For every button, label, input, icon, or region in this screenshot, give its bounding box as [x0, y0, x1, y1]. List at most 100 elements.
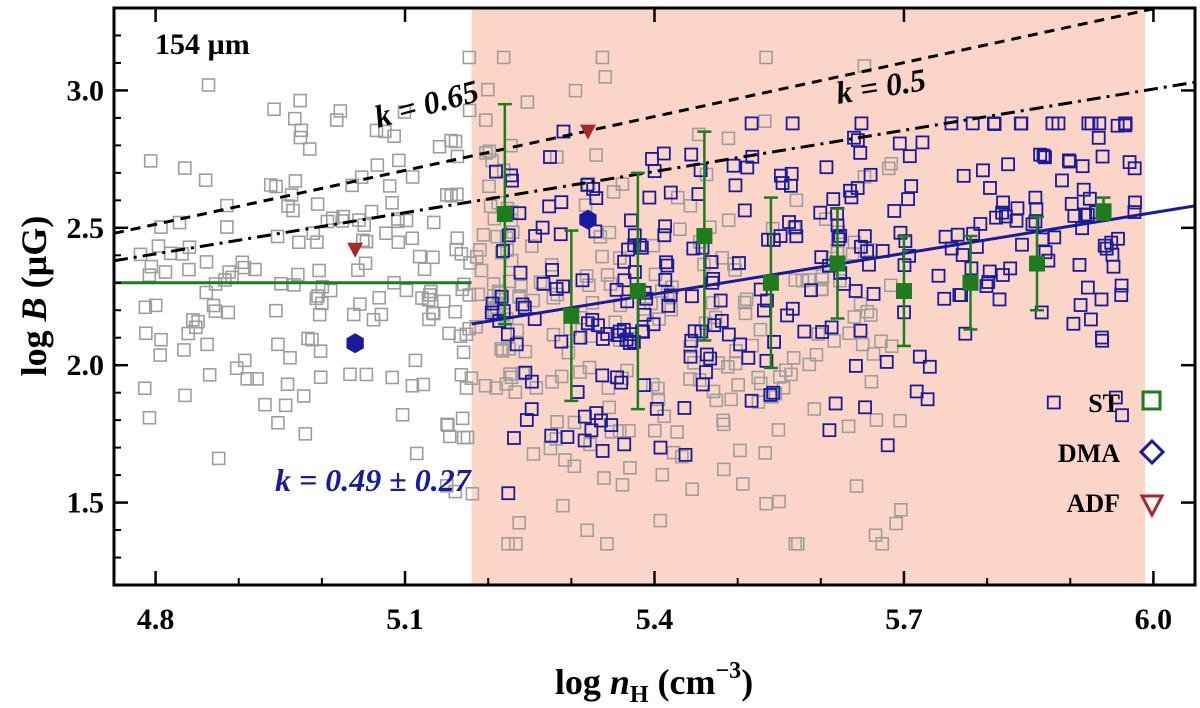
blue-point: [660, 258, 675, 273]
blue-point: [887, 204, 902, 218]
gray-point: [142, 410, 157, 425]
blue-point: [766, 233, 781, 247]
blue-point: [684, 333, 699, 348]
gray-point: [473, 243, 487, 257]
blue-point: [804, 283, 818, 298]
gray-point: [269, 303, 283, 318]
blue-point: [553, 227, 568, 242]
blue-point: [685, 289, 699, 304]
legend-label-adf: ADF: [1067, 489, 1120, 518]
blue-point: [713, 293, 728, 308]
blue-point: [909, 384, 924, 399]
gray-point: [235, 255, 250, 270]
gray-point: [849, 479, 864, 493]
gray-point: [448, 134, 463, 149]
blue-point: [1127, 205, 1142, 219]
blue-point: [721, 327, 736, 342]
blue-point: [610, 370, 624, 385]
gray-point: [683, 199, 698, 213]
gray-point: [580, 523, 594, 538]
gray-point: [758, 114, 772, 128]
x-tick-label: 5.7: [885, 603, 923, 636]
blue-point: [693, 163, 708, 178]
blue-point: [628, 265, 642, 279]
gray-point: [448, 484, 463, 499]
gray-point: [476, 228, 491, 242]
blue-point: [595, 444, 610, 458]
blue-point: [893, 225, 908, 240]
adf-point: [579, 124, 596, 140]
gray-point: [502, 274, 517, 289]
blue-point: [782, 215, 796, 229]
blue-point: [591, 318, 605, 333]
gray-point: [845, 247, 860, 261]
gray-point: [550, 415, 564, 429]
gray-point: [598, 70, 613, 84]
gray-point: [759, 496, 773, 511]
gray-point: [312, 307, 327, 322]
gray-point: [313, 370, 328, 384]
gray-point: [459, 381, 474, 395]
gray-point: [623, 460, 637, 475]
blue-point: [519, 413, 534, 427]
gray-point: [716, 462, 731, 477]
gray-point: [893, 413, 907, 428]
blue-point: [726, 158, 741, 173]
gray-point: [496, 50, 511, 65]
gray-point: [248, 262, 262, 277]
gray-point: [385, 196, 399, 210]
gray-point: [860, 304, 875, 319]
blue-point: [728, 178, 743, 193]
blue-point: [1128, 195, 1142, 210]
gray-point: [721, 360, 735, 374]
gray-point: [758, 446, 773, 460]
y-tick-label: 3.0: [67, 74, 105, 107]
line-k-0-65: [114, 8, 1164, 235]
gray-point: [705, 296, 720, 310]
gray-point: [469, 250, 484, 264]
gray-point: [664, 302, 679, 317]
blue-point: [496, 244, 510, 258]
dma-point: [346, 333, 364, 354]
x-tick-label: 6.0: [1135, 603, 1173, 636]
gray-point: [465, 486, 480, 501]
blue-point: [517, 300, 532, 315]
blue-point: [545, 263, 560, 277]
gray-point: [409, 446, 424, 461]
gray-point: [503, 367, 517, 381]
gray-point: [426, 215, 441, 230]
gray-point: [202, 368, 217, 382]
blue-point: [661, 298, 676, 313]
blue-point: [850, 181, 865, 195]
gray-point: [293, 93, 307, 108]
blue-point: [524, 402, 539, 417]
blue-point: [1009, 213, 1024, 228]
gray-point: [280, 377, 295, 392]
gray-point: [809, 347, 824, 362]
blue-point: [494, 289, 509, 304]
gray-point: [346, 307, 361, 322]
gray-point: [772, 494, 786, 509]
blue-point: [1091, 130, 1106, 145]
gray-point: [568, 83, 583, 98]
blue-point: [915, 135, 930, 150]
gray-point: [292, 235, 306, 250]
gray-point: [645, 377, 660, 392]
blue-point: [822, 423, 837, 438]
blue-point: [979, 279, 994, 293]
gray-point: [485, 153, 499, 168]
blue-point: [707, 318, 722, 333]
gray-point: [220, 220, 234, 234]
gray-point: [853, 297, 868, 311]
gray-point: [807, 402, 822, 416]
blue-point: [824, 320, 839, 335]
gray-point: [501, 536, 515, 551]
gray-point: [841, 419, 856, 434]
gray-point: [790, 536, 805, 551]
gray-point: [281, 199, 295, 213]
gray-point: [198, 173, 213, 187]
gray-point: [454, 367, 469, 382]
blue-point: [1127, 161, 1142, 176]
legend-label-st: ST: [1088, 389, 1120, 418]
gray-point: [369, 123, 384, 138]
